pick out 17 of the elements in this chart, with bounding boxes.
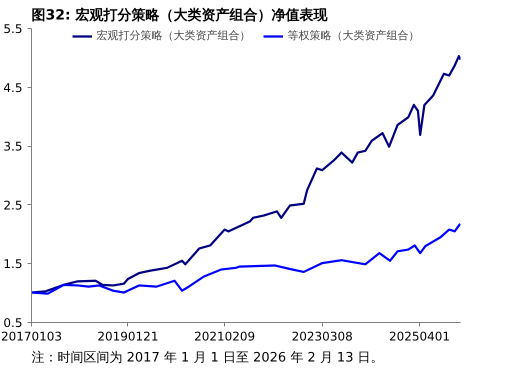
- line-series: [32, 222, 460, 295]
- x-tick-label: 20210209: [194, 330, 256, 344]
- chart-title: 图32: 宏观打分策略（大类资产组合）净值表现: [32, 6, 328, 24]
- x-tick-label: 20230308: [292, 330, 353, 344]
- x-tick-label: 20190121: [97, 330, 158, 344]
- x-tick-label: 20170103: [0, 330, 62, 344]
- y-tick-label: 3.5: [3, 140, 23, 154]
- y-tick-label: 5.5: [3, 22, 23, 36]
- legend-label: 等权策略（大类资产组合）: [288, 28, 420, 43]
- legend-label: 宏观打分策略（大类资产组合）: [96, 28, 250, 43]
- x-tick-label: 20250401: [388, 330, 450, 344]
- y-tick-label: 4.5: [3, 80, 23, 95]
- y-tick-label: 2.5: [3, 198, 23, 212]
- y-tick-label: 0.5: [3, 316, 23, 330]
- text: 注：时间区间为 2017 年 1 月 1 日至 2026 年 2 月 13 日。: [32, 350, 384, 366]
- y-tick-label: 1.5: [3, 257, 23, 272]
- line-series: [32, 55, 460, 294]
